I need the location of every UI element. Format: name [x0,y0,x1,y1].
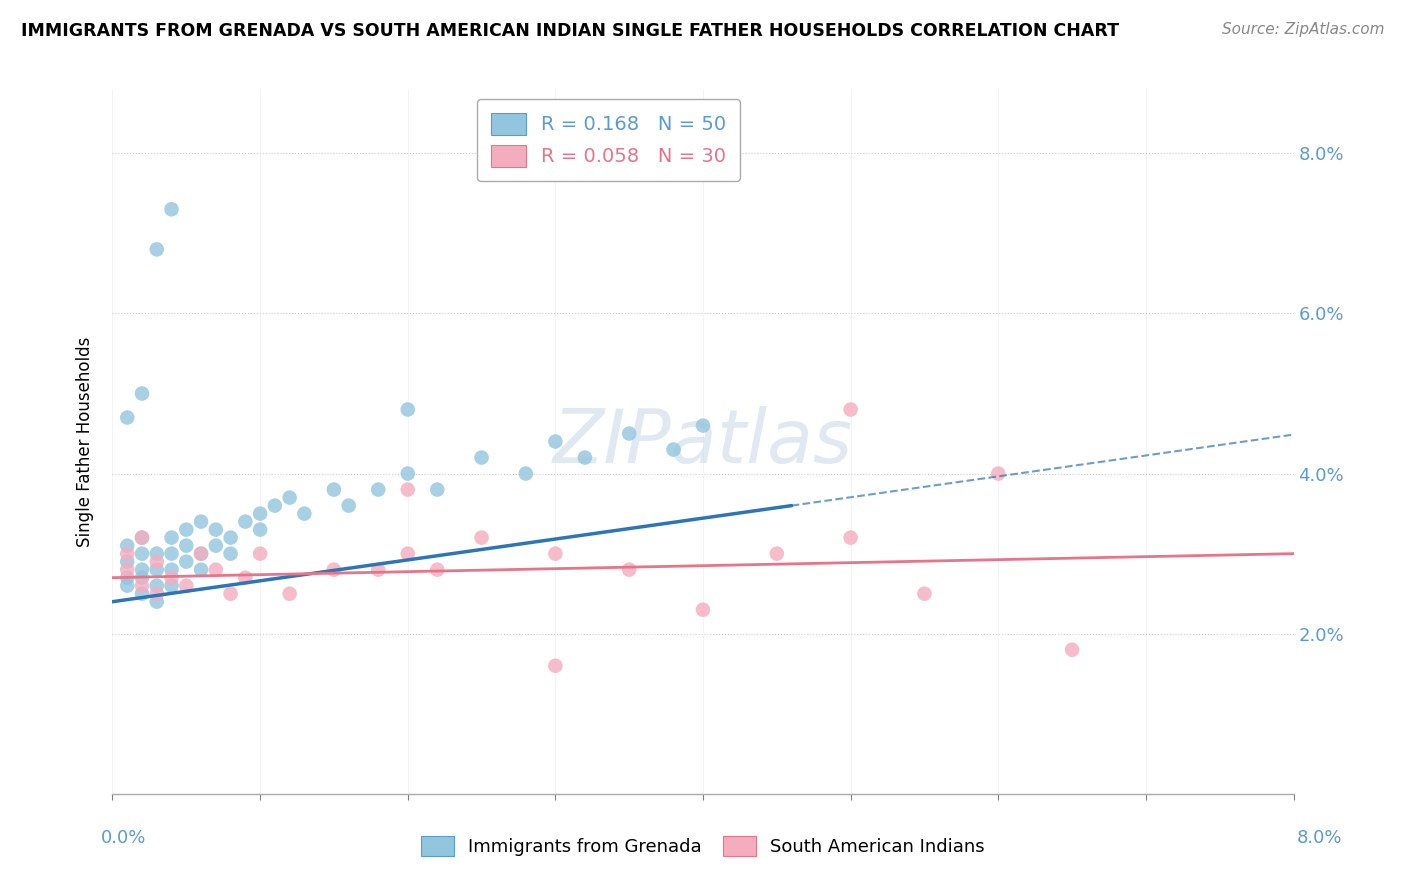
Point [219,587,242,601]
Point [278,587,301,601]
Point [426,563,449,577]
Point [146,579,169,593]
Point [146,587,169,601]
Point [396,467,419,481]
Point [160,531,183,545]
Point [190,515,212,529]
Legend: Immigrants from Grenada, South American Indians: Immigrants from Grenada, South American … [411,825,995,867]
Point [396,547,419,561]
Point [146,563,169,577]
Point [131,531,153,545]
Point [146,595,169,609]
Point [174,539,197,553]
Point [396,402,419,417]
Legend: R = 0.168   N = 50, R = 0.058   N = 30: R = 0.168 N = 50, R = 0.058 N = 30 [477,99,740,181]
Point [190,547,212,561]
Point [174,579,197,593]
Point [233,515,256,529]
Point [117,410,138,425]
Point [146,547,169,561]
Point [117,571,138,585]
Point [367,563,389,577]
Point [337,499,360,513]
Point [205,563,228,577]
Point [131,386,153,401]
Point [219,547,242,561]
Point [396,483,419,497]
Point [131,531,153,545]
Point [544,547,567,561]
Point [544,434,567,449]
Point [662,442,685,457]
Point [205,523,228,537]
Point [233,571,256,585]
Point [471,531,494,545]
Point [205,539,228,553]
Point [190,563,212,577]
Point [160,202,183,217]
Point [574,450,596,465]
Point [323,563,346,577]
Text: Source: ZipAtlas.com: Source: ZipAtlas.com [1222,22,1385,37]
Point [131,579,153,593]
Text: 8.0%: 8.0% [1298,829,1343,847]
Point [765,547,787,561]
Point [426,483,449,497]
Text: ZIPatlas: ZIPatlas [553,406,853,477]
Point [146,243,169,257]
Point [292,507,315,521]
Point [117,579,138,593]
Point [117,563,138,577]
Point [544,658,567,673]
Point [160,579,183,593]
Point [131,571,153,585]
Point [839,402,862,417]
Point [219,531,242,545]
Point [249,507,271,521]
Point [692,418,714,433]
Point [1062,642,1084,657]
Point [131,547,153,561]
Point [117,539,138,553]
Text: 0.0%: 0.0% [101,829,146,847]
Point [160,563,183,577]
Point [692,603,714,617]
Point [278,491,301,505]
Point [471,450,494,465]
Point [174,523,197,537]
Point [323,483,346,497]
Point [515,467,537,481]
Point [190,547,212,561]
Point [117,547,138,561]
Point [619,426,641,441]
Text: IMMIGRANTS FROM GRENADA VS SOUTH AMERICAN INDIAN SINGLE FATHER HOUSEHOLDS CORREL: IMMIGRANTS FROM GRENADA VS SOUTH AMERICA… [21,22,1119,40]
Y-axis label: Single Father Households: Single Father Households [76,336,94,547]
Point [249,523,271,537]
Point [117,555,138,569]
Point [174,555,197,569]
Point [131,563,153,577]
Point [146,555,169,569]
Point [839,531,862,545]
Point [264,499,287,513]
Point [160,571,183,585]
Point [987,467,1010,481]
Point [914,587,936,601]
Point [249,547,271,561]
Point [619,563,641,577]
Point [131,587,153,601]
Point [160,547,183,561]
Point [367,483,389,497]
